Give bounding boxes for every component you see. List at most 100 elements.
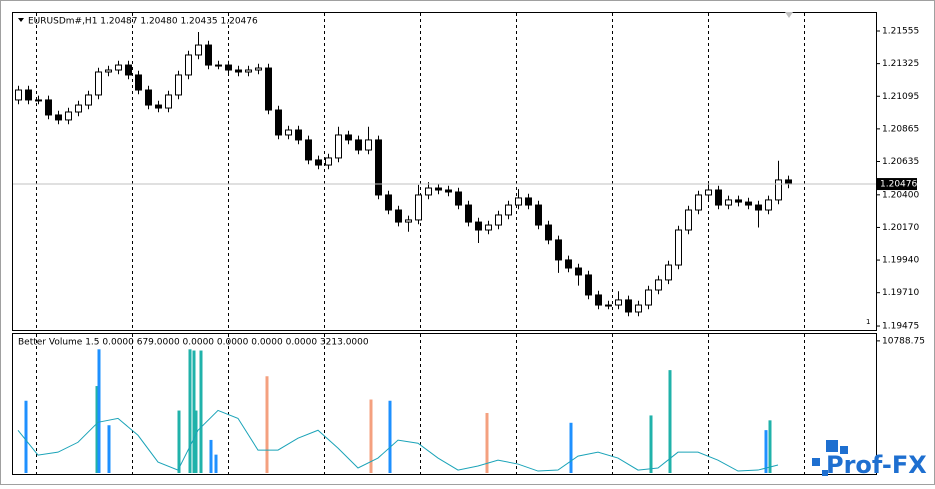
volume-bar <box>214 454 218 473</box>
candle-body <box>385 194 392 211</box>
indicator-title: Better Volume 1.5 0.0000 679.0000 0.0000… <box>18 338 369 348</box>
y-tick-label: 1.19940 <box>882 256 919 266</box>
volume-bar <box>192 350 196 473</box>
y-tick-label: 1.19475 <box>882 322 919 332</box>
candle-body <box>665 264 672 281</box>
y-tick-label: 1.21325 <box>882 59 919 69</box>
candle-body <box>715 189 722 206</box>
logo: Prof-FX <box>812 440 927 479</box>
candle-body <box>545 224 552 241</box>
logo-square <box>826 440 838 452</box>
candle-body <box>495 214 502 226</box>
candle-body <box>785 179 792 185</box>
candle-body <box>395 209 402 223</box>
volume-bar <box>768 420 772 473</box>
volume-bar <box>764 430 768 473</box>
logo-square <box>812 458 820 466</box>
candle-body <box>585 274 592 296</box>
candle-body <box>505 204 512 216</box>
candle-body <box>345 134 352 141</box>
candle-body <box>425 187 432 196</box>
candle-body <box>265 67 272 111</box>
candle-body <box>245 69 252 73</box>
y-tick-label: 1.20170 <box>882 223 919 233</box>
current-price-box <box>877 178 917 191</box>
candle-body <box>295 129 302 141</box>
candle-body <box>285 129 292 136</box>
candle-body <box>635 304 642 313</box>
symbol-title: EURUSDm#,H1 1.20487 1.20480 1.20435 1.20… <box>28 17 258 27</box>
candle-body <box>165 94 172 109</box>
candle-body <box>105 69 112 73</box>
candle-body <box>415 194 422 221</box>
candle-body <box>625 299 632 313</box>
y-tick-label: 1.21555 <box>882 27 919 37</box>
candle-body <box>335 134 342 159</box>
candle-body <box>315 159 322 166</box>
corner-label: 1 <box>866 318 870 326</box>
candle-body <box>65 111 72 121</box>
candle-body <box>735 199 742 203</box>
volume-bar <box>569 422 573 473</box>
candle-body <box>35 99 42 102</box>
candle-body <box>725 199 732 206</box>
candle-body <box>135 74 142 91</box>
candle-body <box>615 299 622 306</box>
candle-body <box>125 64 132 76</box>
candle-body <box>705 189 712 196</box>
candle-body <box>185 54 192 76</box>
candle-body <box>75 104 82 113</box>
candle-body <box>595 294 602 306</box>
day-separators <box>36 13 805 474</box>
volume-bar <box>199 350 203 473</box>
candle-body <box>275 109 282 136</box>
current-price-label: 1.20476 <box>880 180 917 190</box>
candle-body <box>525 197 532 206</box>
candle-body <box>655 279 662 291</box>
candle-body <box>575 267 582 276</box>
volume-bar <box>668 370 672 473</box>
candle-body <box>205 44 212 66</box>
candle-body <box>475 221 482 231</box>
y-tick-label: 10788.75 <box>882 336 925 346</box>
candle-body <box>235 69 242 73</box>
candle-body <box>325 157 332 166</box>
volume-bar <box>107 425 111 473</box>
shift-marker <box>785 12 793 18</box>
candle-body <box>155 104 162 109</box>
candle-body <box>25 89 32 101</box>
y-tick-label: 1.20865 <box>882 124 919 134</box>
candle-body <box>255 67 262 71</box>
volume-bar <box>265 376 269 473</box>
candle-body <box>115 64 122 71</box>
candle-body <box>435 187 442 191</box>
candle-body <box>535 204 542 226</box>
candle-body <box>225 64 232 71</box>
volume-bar <box>369 399 373 473</box>
price-panel <box>12 12 877 331</box>
candle-body <box>85 94 92 106</box>
candle-body <box>455 191 462 206</box>
volume-bar <box>209 439 213 473</box>
candle-body <box>375 139 382 196</box>
y-tick-label: 1.19710 <box>882 288 919 298</box>
volume-bar <box>194 410 198 473</box>
volume-bar <box>388 400 392 473</box>
dropdown-arrow <box>18 18 24 22</box>
volume-bar <box>24 400 28 473</box>
candle-body <box>755 204 762 211</box>
candle-body <box>775 179 782 201</box>
volume-bar <box>649 415 653 473</box>
candle-body <box>15 89 22 101</box>
volume-bar <box>97 349 101 473</box>
candle-body <box>515 197 522 206</box>
y-tick-label: 1.20400 <box>882 190 919 200</box>
y-tick-label: 1.20635 <box>882 157 919 167</box>
candle-body <box>195 44 202 56</box>
y-tick-label: 1.21095 <box>882 92 919 102</box>
candle-body <box>695 194 702 211</box>
candle-body <box>645 289 652 306</box>
candle-body <box>605 304 612 307</box>
candle-body <box>555 239 562 261</box>
